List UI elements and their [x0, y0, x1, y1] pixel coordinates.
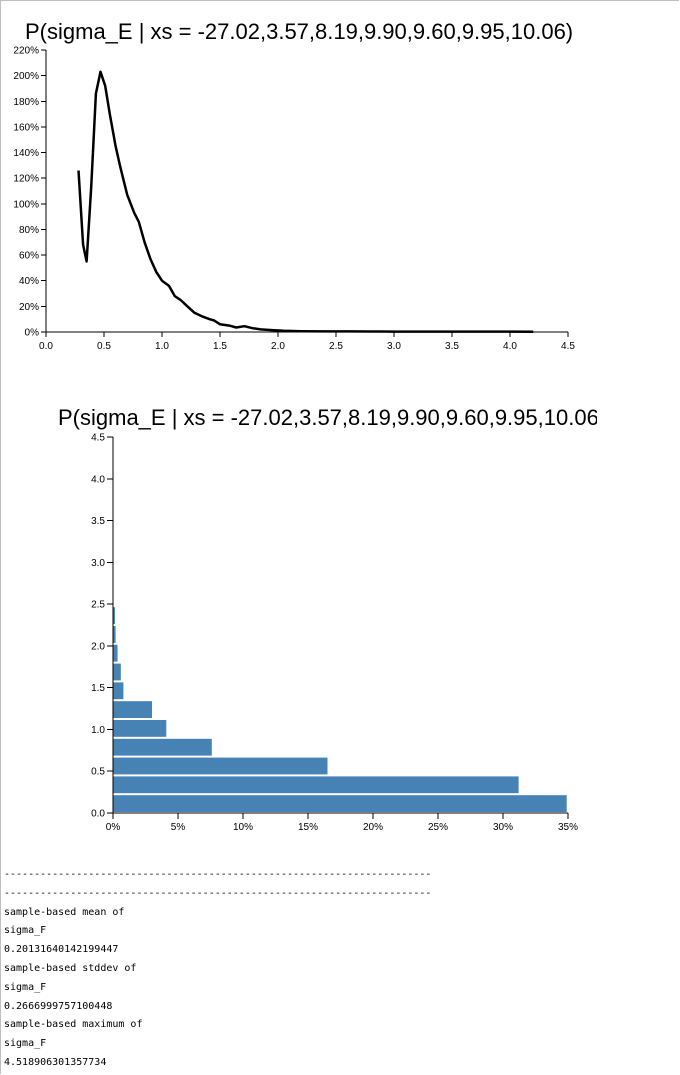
histogram-bar [113, 720, 167, 737]
histogram-bar [113, 663, 121, 681]
console-line: sigma_F [4, 1038, 47, 1050]
x-tick-label: 15% [298, 822, 318, 833]
console-line: sample-based maximum of [4, 1019, 143, 1031]
histogram-bar [113, 607, 115, 624]
x-tick-label: 3.0 [387, 341, 401, 352]
x-tick-label: 3.5 [445, 341, 459, 352]
x-tick-label: 2.5 [329, 341, 343, 352]
histogram-bar [113, 757, 328, 775]
y-tick-label: 1.5 [91, 683, 105, 694]
x-tick-label: 4.5 [561, 341, 575, 352]
y-tick-label: 4.0 [91, 474, 105, 485]
y-tick-label: 20% [19, 302, 39, 313]
y-tick-label: 200% [13, 71, 39, 82]
y-tick-label: 80% [19, 225, 39, 236]
console-line: 0.20131640142199447 [4, 944, 119, 956]
x-tick-label: 25% [428, 822, 448, 833]
histogram-bar [113, 701, 152, 718]
console-line: sample-based stddev of [4, 962, 137, 974]
density-line-chart: P(sigma_E | xs = -27.02,3.57,8.19,9.90,9… [13, 19, 575, 352]
y-tick-label: 1.0 [91, 725, 105, 736]
x-tick-label: 2.0 [271, 341, 285, 352]
y-tick-label: 120% [13, 174, 39, 185]
console-line: sigma_F [4, 925, 47, 937]
x-tick-label: 4.0 [503, 341, 517, 352]
histogram-bar-chart: P(sigma_E | xs = -27.02,3.57,8.19,9.90,9… [58, 405, 606, 833]
histogram-bar [113, 776, 519, 794]
x-tick-label: 0% [106, 822, 121, 833]
histogram-bar [113, 626, 116, 643]
console-line: sigma_F [4, 981, 47, 993]
bar-chart-title: P(sigma_E | xs = -27.02,3.57,8.19,9.90,9… [58, 405, 606, 430]
x-tick-label: 30% [493, 822, 513, 833]
console-line: sample-based mean of [4, 906, 125, 918]
histogram-bar [113, 682, 124, 700]
console-separator: ----------------------------------------… [4, 887, 432, 899]
histogram-bar [113, 738, 212, 756]
histogram-bar [113, 644, 118, 662]
x-tick-label: 0.5 [97, 341, 111, 352]
console-line: 0.2666999757100448 [4, 1000, 113, 1012]
histogram-bar [113, 795, 567, 812]
y-tick-label: 0.0 [91, 809, 105, 820]
line-chart-title: P(sigma_E | xs = -27.02,3.57,8.19,9.90,9… [25, 19, 573, 44]
x-tick-label: 5% [171, 822, 186, 833]
y-tick-label: 100% [13, 199, 39, 210]
console-separator: ----------------------------------------… [4, 869, 432, 880]
console-output: ----------------------------------------… [4, 866, 676, 1073]
y-tick-label: 4.5 [91, 433, 105, 444]
x-tick-label: 1.0 [155, 341, 169, 352]
x-tick-label: 1.5 [213, 341, 227, 352]
y-tick-label: 2.0 [91, 641, 105, 652]
y-tick-label: 220% [13, 46, 39, 57]
x-tick-label: 20% [363, 822, 383, 833]
x-tick-label: 35% [558, 822, 578, 833]
y-tick-label: 0.5 [91, 767, 105, 778]
density-series-line [77, 70, 534, 333]
y-tick-label: 140% [13, 148, 39, 159]
y-tick-label: 160% [13, 122, 39, 133]
y-tick-label: 60% [19, 251, 39, 262]
x-tick-label: 10% [233, 822, 253, 833]
y-tick-label: 180% [13, 97, 39, 108]
y-tick-label: 3.0 [91, 558, 105, 569]
y-tick-label: 3.5 [91, 516, 105, 527]
y-tick-label: 0% [25, 328, 40, 339]
console-line: 4.518906301357734 [4, 1056, 107, 1068]
x-tick-label: 0.0 [39, 341, 53, 352]
y-tick-label: 40% [19, 276, 39, 287]
y-tick-label: 2.5 [91, 600, 105, 611]
